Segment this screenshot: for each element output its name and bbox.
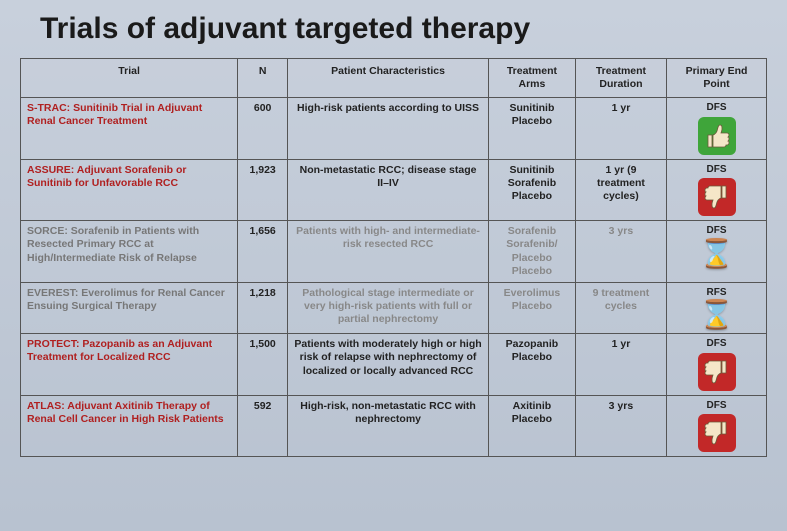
- cell-trial: PROTECT: Pazopanib as an Adjuvant Treatm…: [21, 334, 238, 396]
- cell-duration: 3 yrs: [575, 395, 666, 457]
- thumbs-up-icon: [698, 117, 736, 155]
- endpoint-icon-wrap: [673, 353, 760, 391]
- cell-characteristics: Pathological stage intermediate or very …: [288, 282, 489, 334]
- cell-trial: EVEREST: Everolimus for Renal Cancer Ens…: [21, 282, 238, 334]
- thumbs-down-icon: [698, 414, 736, 452]
- col-characteristics: Patient Characteristics: [288, 59, 489, 98]
- cell-trial: SORCE: Sorafenib in Patients with Resect…: [21, 221, 238, 283]
- arm-line: Sorafenib: [495, 177, 569, 190]
- col-trial: Trial: [21, 59, 238, 98]
- cell-duration: 3 yrs: [575, 221, 666, 283]
- cell-n: 600: [238, 98, 288, 160]
- arm-line: Placebo: [495, 413, 569, 426]
- cell-n: 1,923: [238, 159, 288, 221]
- table-row: S-TRAC: Sunitinib Trial in Adjuvant Rena…: [21, 98, 767, 160]
- hourglass-icon: ⌛: [699, 301, 734, 329]
- cell-characteristics: Patients with high- and intermediate-ris…: [288, 221, 489, 283]
- cell-endpoint: DFS: [667, 334, 767, 396]
- col-arms: Treatment Arms: [488, 59, 575, 98]
- cell-n: 1,218: [238, 282, 288, 334]
- endpoint-icon-wrap: [673, 178, 760, 216]
- cell-duration: 9 treatment cycles: [575, 282, 666, 334]
- table-row: ATLAS: Adjuvant Axitinib Therapy of Rena…: [21, 395, 767, 457]
- table-row: EVEREST: Everolimus for Renal Cancer Ens…: [21, 282, 767, 334]
- cell-characteristics: Patients with moderately high or high ri…: [288, 334, 489, 396]
- cell-characteristics: High-risk, non-metastatic RCC with nephr…: [288, 395, 489, 457]
- table-row: SORCE: Sorafenib in Patients with Resect…: [21, 221, 767, 283]
- cell-arms: SorafenibSorafenib/ PlaceboPlacebo: [488, 221, 575, 283]
- arm-line: Placebo: [495, 300, 569, 313]
- cell-arms: SunitinibPlacebo: [488, 98, 575, 160]
- cell-characteristics: High-risk patients according to UISS: [288, 98, 489, 160]
- arm-line: Placebo: [495, 351, 569, 364]
- cell-duration: 1 yr (9 treatment cycles): [575, 159, 666, 221]
- endpoint-icon-wrap: ⌛: [673, 240, 760, 268]
- cell-endpoint: DFS: [667, 159, 767, 221]
- cell-endpoint: DFS: [667, 98, 767, 160]
- cell-endpoint: DFS ⌛: [667, 221, 767, 283]
- cell-n: 592: [238, 395, 288, 457]
- cell-arms: PazopanibPlacebo: [488, 334, 575, 396]
- cell-n: 1,500: [238, 334, 288, 396]
- trials-table-wrap: Trial N Patient Characteristics Treatmen…: [0, 46, 787, 457]
- cell-characteristics: Non-metastatic RCC; disease stage II–IV: [288, 159, 489, 221]
- endpoint-label: RFS: [673, 287, 760, 300]
- endpoint-label: DFS: [673, 400, 760, 413]
- col-n: N: [238, 59, 288, 98]
- trials-table: Trial N Patient Characteristics Treatmen…: [20, 58, 767, 457]
- cell-arms: SunitinibSorafenibPlacebo: [488, 159, 575, 221]
- table-row: PROTECT: Pazopanib as an Adjuvant Treatm…: [21, 334, 767, 396]
- thumbs-down-icon: [698, 178, 736, 216]
- table-row: ASSURE: Adjuvant Sorafenib or Sunitinib …: [21, 159, 767, 221]
- arm-line: Placebo: [495, 265, 569, 278]
- endpoint-icon-wrap: ⌛: [673, 301, 760, 329]
- endpoint-label: DFS: [673, 338, 760, 351]
- cell-trial: ASSURE: Adjuvant Sorafenib or Sunitinib …: [21, 159, 238, 221]
- cell-trial: ATLAS: Adjuvant Axitinib Therapy of Rena…: [21, 395, 238, 457]
- cell-arms: EverolimusPlacebo: [488, 282, 575, 334]
- cell-endpoint: RFS⌛: [667, 282, 767, 334]
- endpoint-icon-wrap: [673, 117, 760, 155]
- cell-duration: 1 yr: [575, 98, 666, 160]
- header-row: Trial N Patient Characteristics Treatmen…: [21, 59, 767, 98]
- endpoint-label: DFS: [673, 225, 760, 238]
- thumbs-down-icon: [698, 353, 736, 391]
- endpoint-icon-wrap: [673, 414, 760, 452]
- col-endpoint: Primary End Point: [667, 59, 767, 98]
- hourglass-icon: ⌛: [699, 240, 734, 268]
- endpoint-label: DFS: [673, 102, 760, 115]
- cell-duration: 1 yr: [575, 334, 666, 396]
- cell-arms: AxitinibPlacebo: [488, 395, 575, 457]
- arm-line: Axitinib: [495, 400, 569, 413]
- endpoint-label: DFS: [673, 164, 760, 177]
- arm-line: Sunitinib: [495, 102, 569, 115]
- arm-line: Placebo: [495, 190, 569, 203]
- arm-line: Placebo: [495, 115, 569, 128]
- col-duration: Treatment Duration: [575, 59, 666, 98]
- cell-trial: S-TRAC: Sunitinib Trial in Adjuvant Rena…: [21, 98, 238, 160]
- arm-line: Sorafenib/ Placebo: [495, 238, 569, 264]
- arm-line: Pazopanib: [495, 338, 569, 351]
- arm-line: Everolimus: [495, 287, 569, 300]
- arm-line: Sorafenib: [495, 225, 569, 238]
- cell-endpoint: DFS: [667, 395, 767, 457]
- cell-n: 1,656: [238, 221, 288, 283]
- arm-line: Sunitinib: [495, 164, 569, 177]
- page-title: Trials of adjuvant targeted therapy: [0, 0, 787, 46]
